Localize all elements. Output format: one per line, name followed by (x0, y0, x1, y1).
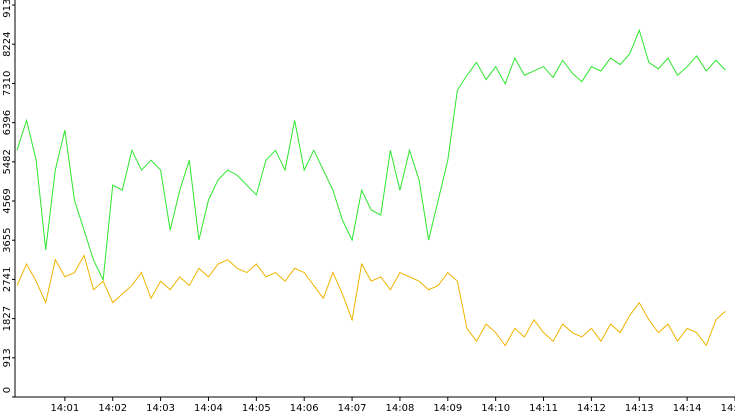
y-tick-label: 6396 (2, 110, 13, 135)
x-tick-label: 14:11 (529, 403, 558, 414)
x-tick-label: 14:09 (433, 403, 462, 414)
x-tick-label: 14:04 (194, 403, 223, 414)
y-tick-label: 7310 (2, 71, 13, 96)
series-line (16, 28, 726, 282)
x-tick-label: 14:06 (290, 403, 319, 414)
y-tick-label: 0 (2, 387, 13, 393)
x-tick-label: 14:03 (146, 403, 175, 414)
y-tick-label: 2741 (2, 267, 13, 292)
y-tick-label: 9138 (2, 0, 13, 18)
y-tick-label: 3655 (2, 227, 13, 252)
y-tick-label: 4569 (2, 188, 13, 213)
x-tick-label: 14:12 (577, 403, 606, 414)
x-tick-label: 14:02 (98, 403, 127, 414)
y-tick-label: 1827 (2, 306, 13, 331)
y-tick-label: 913 (2, 348, 13, 367)
x-tick-label: 14:14 (673, 403, 702, 414)
x-tick-label: 14:15 (721, 403, 735, 414)
y-tick-label: 8224 (2, 31, 13, 56)
x-tick-label: 14:08 (386, 403, 415, 414)
x-tick-label: 14:05 (242, 403, 271, 414)
x-tick-label: 14:01 (50, 403, 79, 414)
x-tick-label: 14:13 (625, 403, 654, 414)
x-tick-label: 14:10 (481, 403, 510, 414)
series-line (16, 254, 726, 347)
x-tick-label: 14:07 (338, 403, 367, 414)
y-tick-label: 5482 (2, 149, 13, 174)
